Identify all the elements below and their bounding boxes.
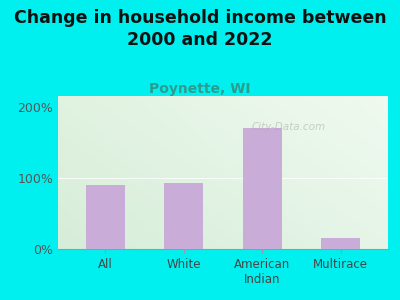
- Text: Change in household income between
2000 and 2022: Change in household income between 2000 …: [14, 9, 386, 49]
- Text: Poynette, WI: Poynette, WI: [149, 82, 251, 97]
- Bar: [243, 128, 282, 249]
- Bar: [164, 183, 203, 249]
- Bar: [321, 238, 360, 249]
- Bar: [86, 185, 125, 249]
- Text: City-Data.com: City-Data.com: [252, 122, 326, 132]
